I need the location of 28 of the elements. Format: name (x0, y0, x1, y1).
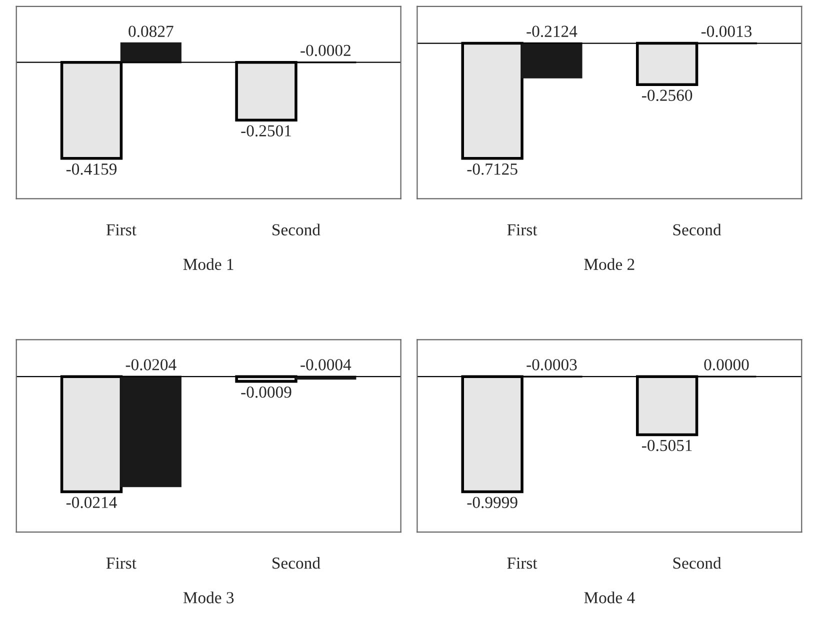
data-label: -0.0214 (66, 496, 117, 508)
data-label: -0.0013 (701, 26, 752, 38)
data-label: 0.0000 (704, 359, 749, 370)
x-tick-label: Second (673, 557, 722, 569)
x-tick-label: First (507, 558, 538, 569)
data-label: -0.2501 (241, 125, 291, 137)
data-label: -0.0204 (126, 359, 176, 370)
data-label: -0.9999 (467, 496, 518, 508)
x-axis-title: Mode 1 (183, 258, 234, 270)
x-tick-label: Second (673, 224, 722, 236)
data-label: -0.2124 (526, 26, 578, 38)
x-tick-label: First (106, 558, 136, 569)
x-tick-label: Second (272, 557, 320, 569)
data-label: 0.0827 (128, 26, 174, 38)
x-axis-title: Mode 2 (584, 258, 634, 270)
x-tick-label: First (106, 224, 136, 236)
data-label: -0.0003 (526, 359, 577, 370)
x-tick-label: Second (272, 224, 320, 236)
data-label: -0.5051 (642, 440, 692, 452)
data-label: -0.0004 (300, 359, 352, 370)
data-label: -0.7125 (467, 163, 518, 175)
x-axis-title: Mode 4 (584, 592, 635, 604)
data-label: -0.0009 (241, 386, 292, 398)
data-label: -0.4159 (66, 163, 117, 175)
data-label: -0.0002 (300, 44, 350, 56)
data-label: -0.2560 (642, 90, 692, 102)
x-axis-title: Mode 3 (183, 592, 234, 604)
x-tick-label: First (507, 224, 538, 236)
